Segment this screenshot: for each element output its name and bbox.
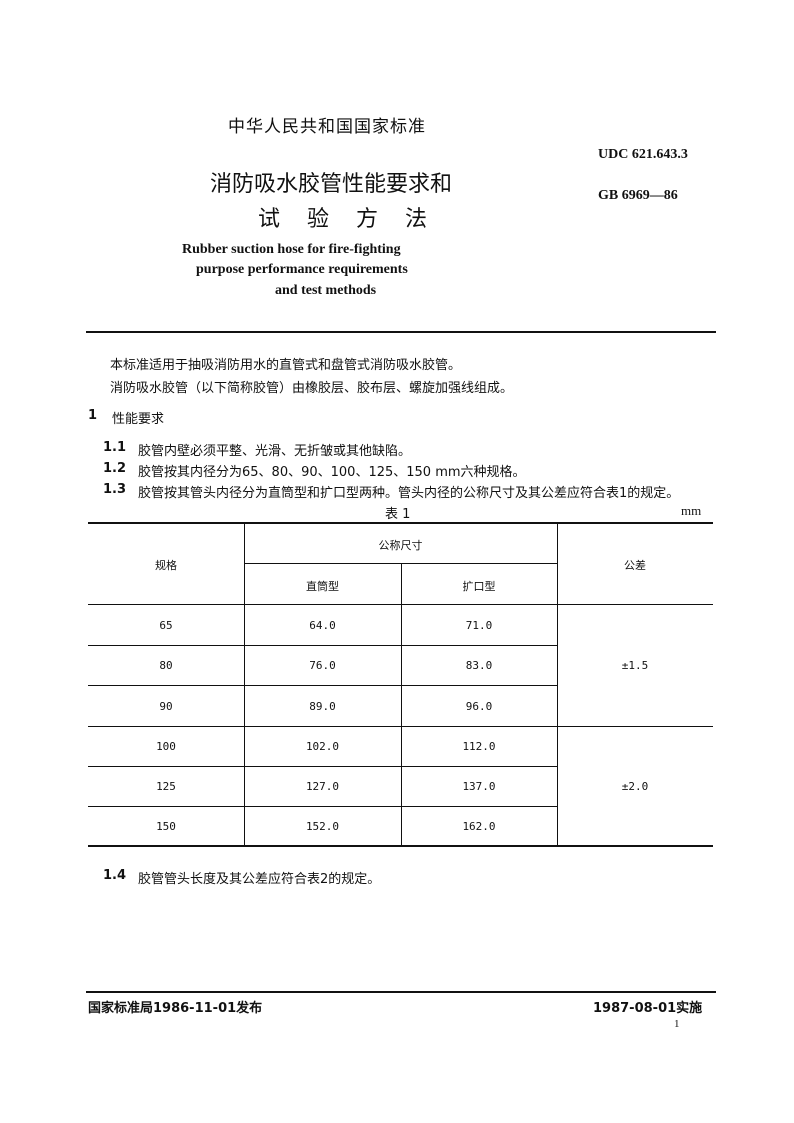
effective-date: 1987-08-01实施 xyxy=(593,1001,703,1016)
section-1-title: 性能要求 xyxy=(112,412,165,427)
intro-paragraph-2: 消防吸水胶管（以下简称胶管）由橡胶层、胶布层、螺旋加强线组成。 xyxy=(110,381,514,396)
cell-straight: 127.0 xyxy=(305,780,340,793)
clause-number: 1.1 xyxy=(103,440,127,455)
clause-text: 胶管按其内径分为65、80、90、100、125、150 mm六种规格。 xyxy=(138,465,526,480)
english-title-line-1: Rubber suction hose for fire-fighting xyxy=(182,242,401,257)
header-nominal: 公称尺寸 xyxy=(378,539,423,552)
tolerance-group-2: ±2.0 xyxy=(621,780,649,793)
title-line-2: 试 验 方 法 xyxy=(258,207,437,232)
cell-flared: 96.0 xyxy=(465,700,493,713)
cell-flared: 162.0 xyxy=(462,820,496,833)
cell-straight: 152.0 xyxy=(305,820,340,833)
header-spec: 规格 xyxy=(155,559,177,572)
cell-straight: 102.0 xyxy=(305,740,340,753)
header-tolerance: 公差 xyxy=(624,559,646,572)
section-1-number: 1 xyxy=(88,408,98,423)
clause-number: 1.2 xyxy=(103,461,127,476)
header-straight: 直筒型 xyxy=(306,580,339,593)
english-title-line-2: purpose performance requirements xyxy=(196,262,408,277)
udc-code: UDC 621.643.3 xyxy=(598,147,688,162)
cell-spec: 150 xyxy=(156,820,176,833)
intro-paragraph-1: 本标准适用于抽吸消防用水的直管式和盘管式消防吸水胶管。 xyxy=(110,358,462,373)
table-unit: mm xyxy=(681,503,702,518)
cell-straight: 64.0 xyxy=(309,619,336,632)
cell-flared: 137.0 xyxy=(462,780,496,793)
title-line-1: 消防吸水胶管性能要求和 xyxy=(210,172,453,197)
cell-spec: 65 xyxy=(159,619,173,632)
gb-code: GB 6969—86 xyxy=(598,188,678,203)
clause-text: 胶管管头长度及其公差应符合表2的规定。 xyxy=(138,872,381,887)
page-number: 1 xyxy=(674,1018,680,1030)
cell-straight: 76.0 xyxy=(309,659,336,672)
tolerance-group-1: ±1.5 xyxy=(621,659,649,672)
table-caption: 表 1 xyxy=(385,507,411,522)
cell-spec: 80 xyxy=(159,659,173,672)
cell-flared: 83.0 xyxy=(465,659,493,672)
cell-spec: 100 xyxy=(156,740,176,753)
cell-straight: 89.0 xyxy=(309,700,336,713)
header-flared: 扩口型 xyxy=(462,580,496,593)
cell-spec: 90 xyxy=(159,700,173,713)
clause-text: 胶管按其管头内径分为直筒型和扩口型两种。管头内径的公称尺寸及其公差应符合表1的规… xyxy=(138,486,680,501)
clause-number: 1.4 xyxy=(103,868,127,883)
cell-flared: 112.0 xyxy=(462,740,496,753)
issue-date: 国家标准局1986-11-01发布 xyxy=(88,1001,263,1016)
english-title-line-3: and test methods xyxy=(275,283,377,298)
header-divider xyxy=(86,331,716,333)
cell-spec: 125 xyxy=(156,780,176,793)
clause-text: 胶管内壁必须平整、光滑、无折皱或其他缺陷。 xyxy=(138,444,412,459)
clause-number: 1.3 xyxy=(103,482,127,497)
national-standard-label: 中华人民共和国国家标准 xyxy=(228,117,426,137)
footer-divider xyxy=(86,991,716,993)
cell-flared: 71.0 xyxy=(465,619,493,632)
